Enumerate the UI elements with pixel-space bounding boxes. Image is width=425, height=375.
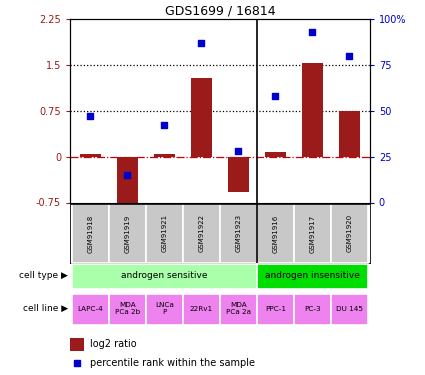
Point (272, 93, 279, 99)
Bar (331, 294, 368, 324)
Bar (70, 338, 84, 351)
Bar (265, 152, 286, 157)
Text: percentile rank within the sample: percentile rank within the sample (90, 358, 255, 368)
Bar (294, 204, 331, 262)
Bar (331, 204, 368, 262)
Text: GSM91922: GSM91922 (198, 214, 204, 252)
Bar (117, 157, 138, 213)
Bar (80, 153, 101, 157)
Text: GSM91919: GSM91919 (125, 214, 130, 253)
Bar (257, 264, 368, 289)
Bar (220, 294, 257, 324)
Bar (146, 204, 183, 262)
Bar (154, 154, 175, 157)
Text: DU 145: DU 145 (336, 306, 363, 312)
Text: androgen sensitive: androgen sensitive (121, 272, 208, 280)
Text: GSM91921: GSM91921 (162, 214, 167, 252)
Bar (72, 204, 109, 262)
Text: GSM91918: GSM91918 (88, 214, 94, 253)
Bar (72, 294, 109, 324)
Bar (257, 204, 294, 262)
Bar (302, 63, 323, 157)
Text: LAPC-4: LAPC-4 (78, 306, 103, 312)
Bar (146, 294, 183, 324)
Text: PPC-1: PPC-1 (265, 306, 286, 312)
Title: GDS1699 / 16814: GDS1699 / 16814 (164, 4, 275, 18)
Point (235, 148, 242, 154)
Bar (294, 294, 331, 324)
Bar (228, 157, 249, 192)
Text: log2 ratio: log2 ratio (90, 339, 136, 349)
Text: cell line ▶: cell line ▶ (23, 304, 68, 313)
Point (161, 122, 168, 128)
Text: 22Rv1: 22Rv1 (190, 306, 213, 312)
Bar (109, 294, 146, 324)
Bar (183, 294, 220, 324)
Bar (109, 204, 146, 262)
Text: MDA
PCa 2a: MDA PCa 2a (226, 302, 251, 315)
Text: GSM91917: GSM91917 (309, 214, 315, 253)
Text: GSM91920: GSM91920 (346, 214, 352, 252)
Text: GSM91916: GSM91916 (272, 214, 278, 253)
Point (346, 53, 353, 58)
Point (198, 40, 205, 46)
Text: androgen insensitive: androgen insensitive (265, 272, 360, 280)
Point (309, 28, 316, 34)
Text: PC-3: PC-3 (304, 306, 321, 312)
Text: LNCa
P: LNCa P (155, 302, 174, 315)
Text: MDA
PCa 2b: MDA PCa 2b (115, 302, 140, 315)
Bar (339, 111, 360, 157)
Bar (72, 264, 257, 289)
Bar (191, 78, 212, 157)
Bar (257, 294, 294, 324)
Point (87, 113, 94, 119)
Text: GSM91923: GSM91923 (235, 214, 241, 252)
Bar (220, 204, 257, 262)
Point (124, 172, 131, 178)
Text: cell type ▶: cell type ▶ (19, 272, 68, 280)
Bar (183, 204, 220, 262)
